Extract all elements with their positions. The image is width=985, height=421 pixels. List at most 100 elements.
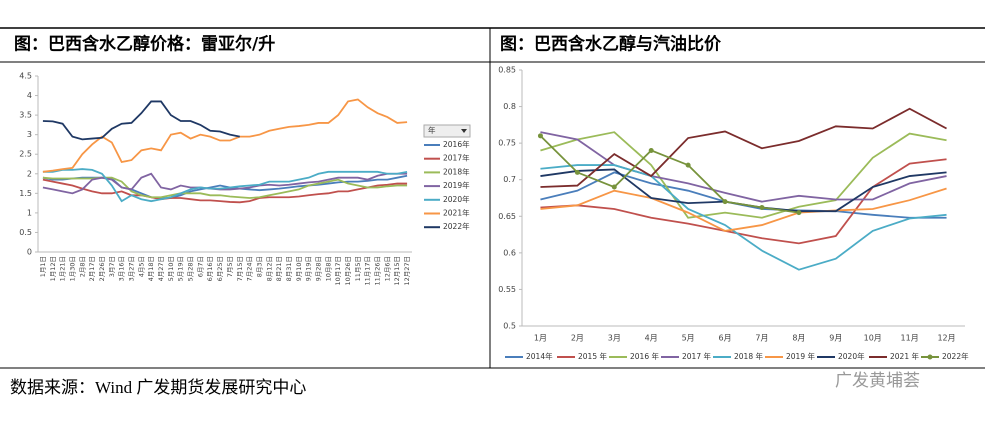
point bbox=[537, 133, 543, 139]
point bbox=[648, 147, 654, 153]
x-tick-label: 12月15日 bbox=[393, 256, 401, 286]
point bbox=[796, 210, 802, 216]
y-tick-label: 0.5 bbox=[503, 322, 516, 331]
y-tick-label: 2 bbox=[27, 169, 32, 178]
series-line bbox=[540, 131, 947, 203]
x-tick-label: 11月26日 bbox=[374, 256, 382, 286]
x-tick-label: 10月17日 bbox=[334, 256, 342, 286]
x-tick-label: 11月 bbox=[901, 334, 919, 343]
series-line bbox=[42, 178, 408, 204]
y-tick-label: 1 bbox=[27, 208, 32, 217]
series-line bbox=[42, 168, 408, 203]
series-line bbox=[540, 158, 947, 245]
x-tick-label: 7月 bbox=[755, 334, 768, 343]
x-tick-label: 3月 bbox=[608, 334, 621, 343]
y-tick-label: 0.6 bbox=[503, 248, 516, 257]
source-note: 数据来源：Wind 广发期货发展研究中心 bbox=[10, 378, 306, 397]
legend-label: 2019 年 bbox=[786, 351, 815, 361]
x-tick-label: 12月 bbox=[937, 334, 955, 343]
point bbox=[611, 184, 617, 190]
x-tick-label: 2月8日 bbox=[78, 256, 86, 277]
x-tick-label: 5月19日 bbox=[177, 256, 185, 281]
legend-label: 2019年 bbox=[443, 180, 470, 190]
watermark: 广发黄埔荟 bbox=[835, 371, 920, 391]
point bbox=[574, 169, 580, 175]
x-tick-label: 6月16日 bbox=[206, 256, 214, 281]
legend-label: 2020年 bbox=[443, 194, 470, 204]
x-tick-label: 9月28日 bbox=[315, 256, 323, 281]
x-tick-label: 11月5日 bbox=[354, 256, 362, 281]
y-tick-label: 0 bbox=[27, 248, 32, 257]
y-tick-label: 2.5 bbox=[19, 150, 32, 159]
legend-dropdown bbox=[461, 129, 467, 133]
series-line bbox=[540, 164, 947, 271]
chart-title: 图：巴西含水乙醇与汽油比价 bbox=[500, 34, 722, 55]
y-tick-label: 1.5 bbox=[19, 189, 32, 198]
x-tick-label: 6月7日 bbox=[196, 256, 204, 277]
point bbox=[685, 162, 691, 168]
x-tick-label: 4月 bbox=[645, 334, 658, 343]
x-tick-label: 1月1日 bbox=[39, 256, 47, 277]
y-tick-label: 0.7 bbox=[503, 175, 516, 184]
legend-label: 2022年 bbox=[443, 221, 470, 231]
x-tick-label: 1月12日 bbox=[49, 256, 57, 281]
x-tick-label: 4月5日 bbox=[137, 256, 145, 277]
x-tick-label: 8月 bbox=[792, 334, 805, 343]
y-tick-label: 4.5 bbox=[19, 72, 32, 81]
y-tick-label: 0.85 bbox=[498, 66, 516, 75]
chart-title: 图：巴西含水乙醇价格：雷亚尔/升 bbox=[14, 34, 275, 55]
x-tick-label: 11月17日 bbox=[364, 256, 372, 286]
x-tick-label: 5月28日 bbox=[187, 256, 195, 281]
legend-label: 2017 年 bbox=[682, 351, 711, 361]
x-tick-label: 7月5日 bbox=[226, 256, 234, 277]
x-tick-label: 10月26日 bbox=[344, 256, 352, 286]
series-line bbox=[540, 187, 947, 232]
x-tick-label: 1月30日 bbox=[68, 256, 76, 281]
x-tick-label: 12月27日 bbox=[403, 256, 411, 286]
legend-title-box bbox=[423, 124, 471, 138]
legend-label: 2015 年 bbox=[578, 351, 607, 361]
y-tick-label: 0.5 bbox=[19, 228, 32, 237]
series-line bbox=[42, 98, 408, 173]
x-tick-label: 3月27日 bbox=[128, 256, 136, 281]
legend-label: 2021年 bbox=[443, 208, 470, 218]
x-tick-label: 8月12日 bbox=[265, 256, 273, 281]
x-tick-label: 7月24日 bbox=[246, 256, 254, 281]
legend-label: 2014年 bbox=[526, 351, 553, 361]
x-tick-label: 4月18日 bbox=[147, 256, 155, 281]
legend-label: 2016年 bbox=[443, 139, 470, 149]
x-tick-label: 6月 bbox=[718, 334, 731, 343]
legend-label: 2022年 bbox=[942, 351, 969, 361]
legend-label: 2018年 bbox=[443, 166, 470, 176]
x-tick-label: 10月 bbox=[864, 334, 882, 343]
x-tick-label: 9月19日 bbox=[305, 256, 313, 281]
x-tick-label: 6月25日 bbox=[216, 256, 224, 281]
legend-title: 年 bbox=[428, 125, 436, 135]
point bbox=[759, 205, 765, 211]
series-line bbox=[540, 107, 947, 188]
x-tick-label: 7月15日 bbox=[236, 256, 244, 281]
x-tick-label: 10月8日 bbox=[324, 256, 332, 281]
x-tick-label: 12月6日 bbox=[383, 256, 391, 281]
legend-label: 2016 年 bbox=[630, 351, 659, 361]
series-line bbox=[540, 131, 947, 219]
series-line bbox=[42, 100, 240, 141]
x-tick-label: 5月10日 bbox=[167, 256, 175, 281]
x-tick-label: 3月16日 bbox=[118, 256, 126, 281]
x-tick-label: 9月10日 bbox=[295, 256, 303, 281]
x-tick-label: 5月 bbox=[682, 334, 695, 343]
y-tick-label: 4 bbox=[27, 91, 32, 100]
legend-label: 2018 年 bbox=[734, 351, 763, 361]
series-line bbox=[539, 135, 799, 214]
x-tick-label: 2月17日 bbox=[88, 256, 96, 281]
point bbox=[722, 199, 728, 205]
x-tick-label: 8月3日 bbox=[255, 256, 263, 277]
x-tick-label: 1月21日 bbox=[59, 256, 67, 281]
legend-label: 2017年 bbox=[443, 153, 470, 163]
y-tick-label: 0.75 bbox=[498, 139, 516, 148]
legend-label: 2021 年 bbox=[890, 351, 919, 361]
y-tick-label: 3.5 bbox=[19, 111, 32, 120]
y-tick-label: 0.55 bbox=[498, 285, 516, 294]
x-tick-label: 8月21日 bbox=[275, 256, 283, 281]
